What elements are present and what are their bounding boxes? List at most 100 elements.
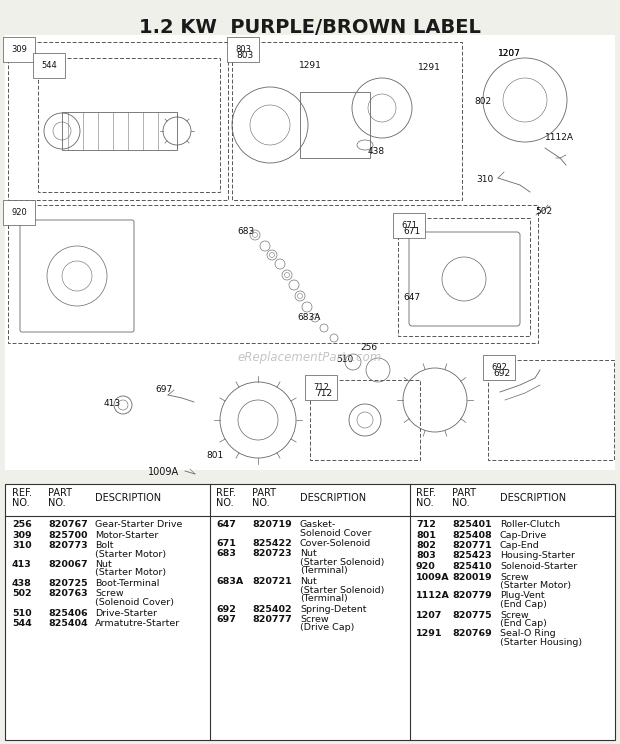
Text: 438: 438 bbox=[368, 147, 385, 156]
Text: 256: 256 bbox=[360, 344, 377, 353]
Text: 502: 502 bbox=[535, 208, 552, 217]
Text: Nut: Nut bbox=[300, 550, 317, 559]
Text: 803: 803 bbox=[235, 45, 251, 54]
Text: DESCRIPTION: DESCRIPTION bbox=[500, 493, 566, 503]
Text: Housing-Starter: Housing-Starter bbox=[500, 551, 575, 560]
Text: 820067: 820067 bbox=[48, 560, 87, 569]
Text: 920: 920 bbox=[11, 208, 27, 217]
Text: 438: 438 bbox=[12, 579, 32, 588]
Text: 820723: 820723 bbox=[252, 550, 291, 559]
Text: 310: 310 bbox=[476, 176, 494, 185]
Text: 544: 544 bbox=[12, 619, 32, 628]
Text: 820019: 820019 bbox=[452, 572, 492, 582]
Text: DESCRIPTION: DESCRIPTION bbox=[300, 493, 366, 503]
Text: Plug-Vent: Plug-Vent bbox=[500, 591, 544, 600]
Bar bbox=[8, 205, 538, 343]
Text: 309: 309 bbox=[12, 530, 32, 539]
Text: (Starter Motor): (Starter Motor) bbox=[95, 568, 166, 577]
Text: 820721: 820721 bbox=[252, 577, 292, 586]
Text: Cap-Drive: Cap-Drive bbox=[500, 530, 547, 539]
Bar bbox=[38, 58, 220, 192]
Text: 683A: 683A bbox=[297, 313, 321, 322]
Text: 413: 413 bbox=[104, 399, 121, 408]
Text: (End Cap): (End Cap) bbox=[500, 600, 547, 609]
Bar bbox=[310, 380, 420, 460]
Text: 825406: 825406 bbox=[48, 609, 87, 618]
Text: 712: 712 bbox=[313, 383, 329, 392]
Text: 697: 697 bbox=[155, 385, 172, 394]
Text: 712: 712 bbox=[315, 388, 332, 397]
Text: 1.2 KW  PURPLE/BROWN LABEL: 1.2 KW PURPLE/BROWN LABEL bbox=[139, 18, 481, 37]
Text: (Starter Housing): (Starter Housing) bbox=[500, 638, 582, 647]
Text: Seal-O Ring: Seal-O Ring bbox=[500, 629, 556, 638]
Text: 683A: 683A bbox=[216, 577, 243, 586]
Text: 1207: 1207 bbox=[416, 611, 443, 620]
Text: 1009A: 1009A bbox=[148, 467, 179, 477]
Text: REF.: REF. bbox=[416, 488, 436, 498]
Text: 820767: 820767 bbox=[48, 520, 88, 529]
Text: 825422: 825422 bbox=[252, 539, 292, 548]
Text: 683: 683 bbox=[237, 228, 254, 237]
Text: Nut: Nut bbox=[95, 560, 112, 569]
Text: 820725: 820725 bbox=[48, 579, 87, 588]
Text: 820775: 820775 bbox=[452, 611, 492, 620]
Text: Boot-Terminal: Boot-Terminal bbox=[95, 579, 159, 588]
Text: DESCRIPTION: DESCRIPTION bbox=[95, 493, 161, 503]
Text: Screw: Screw bbox=[95, 589, 123, 598]
Text: 1009A: 1009A bbox=[416, 572, 450, 582]
Text: Gear-Starter Drive: Gear-Starter Drive bbox=[95, 520, 182, 529]
Text: 1291: 1291 bbox=[299, 60, 322, 69]
Text: (Starter Solenoid): (Starter Solenoid) bbox=[300, 586, 384, 594]
Bar bbox=[5, 35, 615, 470]
Text: Screw: Screw bbox=[300, 615, 329, 624]
Bar bbox=[8, 42, 228, 200]
Text: 820777: 820777 bbox=[252, 615, 292, 624]
Text: 1291: 1291 bbox=[416, 629, 443, 638]
Text: (Solenoid Cover): (Solenoid Cover) bbox=[95, 598, 174, 607]
Text: 647: 647 bbox=[216, 520, 236, 529]
Text: NO.: NO. bbox=[12, 498, 30, 508]
Text: 802: 802 bbox=[474, 97, 491, 106]
Text: (Terminal): (Terminal) bbox=[300, 594, 348, 603]
Text: 692: 692 bbox=[491, 363, 507, 372]
Text: 1112A: 1112A bbox=[416, 591, 450, 600]
Text: 647: 647 bbox=[403, 293, 420, 303]
Text: Cap-End: Cap-End bbox=[500, 541, 540, 550]
Text: 825402: 825402 bbox=[252, 604, 291, 614]
Text: NO.: NO. bbox=[216, 498, 234, 508]
Text: PART: PART bbox=[48, 488, 72, 498]
Text: 502: 502 bbox=[12, 589, 32, 598]
Text: 310: 310 bbox=[12, 541, 32, 550]
Text: Nut: Nut bbox=[300, 577, 317, 586]
Text: Roller-Clutch: Roller-Clutch bbox=[500, 520, 560, 529]
Text: Solenoid Cover: Solenoid Cover bbox=[300, 528, 371, 537]
Bar bbox=[232, 42, 462, 200]
Text: 820773: 820773 bbox=[48, 541, 87, 550]
Text: 544: 544 bbox=[41, 61, 57, 70]
Text: eReplacementParts.com: eReplacementParts.com bbox=[238, 351, 382, 365]
Text: (Starter Motor): (Starter Motor) bbox=[95, 550, 166, 559]
Text: 825700: 825700 bbox=[48, 530, 87, 539]
Text: 510: 510 bbox=[12, 609, 32, 618]
Bar bbox=[5, 484, 615, 740]
Text: REF.: REF. bbox=[216, 488, 236, 498]
Text: 801: 801 bbox=[416, 530, 436, 539]
Text: NO.: NO. bbox=[452, 498, 469, 508]
Text: PART: PART bbox=[252, 488, 276, 498]
Text: PART: PART bbox=[452, 488, 476, 498]
Text: 510: 510 bbox=[336, 356, 353, 365]
Bar bbox=[488, 360, 614, 460]
Text: 920: 920 bbox=[416, 562, 436, 571]
Text: Cover-Solenoid: Cover-Solenoid bbox=[300, 539, 371, 548]
Text: 825423: 825423 bbox=[452, 551, 492, 560]
Text: 802: 802 bbox=[416, 541, 436, 550]
Text: 671: 671 bbox=[401, 221, 417, 230]
Text: Spring-Detent: Spring-Detent bbox=[300, 604, 366, 614]
Text: (Drive Cap): (Drive Cap) bbox=[300, 623, 355, 632]
Text: 309: 309 bbox=[11, 45, 27, 54]
Bar bbox=[398, 218, 530, 336]
Text: 825408: 825408 bbox=[452, 530, 492, 539]
Text: 803: 803 bbox=[236, 51, 253, 60]
Text: 413: 413 bbox=[12, 560, 32, 569]
Bar bbox=[300, 92, 370, 158]
